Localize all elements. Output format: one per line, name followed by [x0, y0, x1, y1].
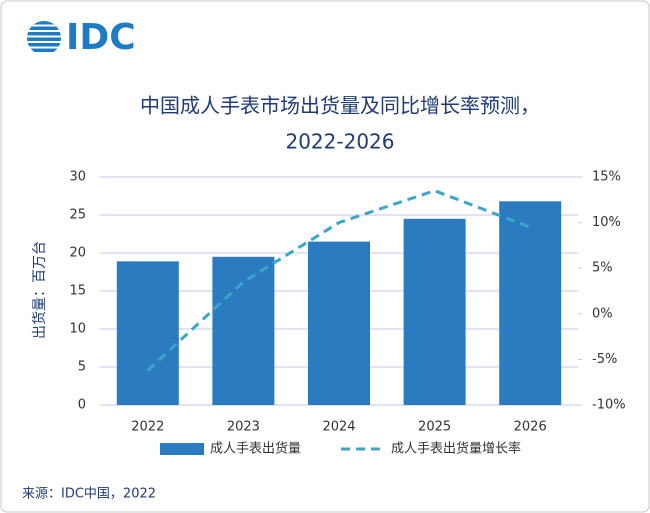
chart-title: 中国成人手表市场出货量及同比增长率预测， [140, 94, 540, 118]
y2-tick-label: -5% [592, 352, 617, 367]
y2-tick-label: 0% [592, 306, 613, 321]
bar [308, 241, 370, 405]
line [146, 189, 531, 372]
x-tick-label: 2022 [131, 420, 164, 435]
logo-icon [27, 21, 61, 52]
y2-tick-label: 10% [592, 215, 621, 230]
x-tick-label: 2024 [322, 420, 355, 435]
legend-label: 成人手表出货量 [210, 441, 301, 457]
x-tick-label: 2026 [514, 420, 547, 435]
bar [403, 218, 466, 405]
y-tick-label: 10 [69, 322, 86, 337]
x-tick-label: 2023 [227, 420, 260, 435]
bar [116, 261, 179, 405]
y-tick-label: 25 [69, 208, 86, 223]
legend-swatch [160, 443, 204, 455]
bar [212, 256, 275, 405]
y2-tick-label: -10% [592, 398, 626, 413]
x-tick-label: 2025 [418, 420, 451, 435]
y2-tick-label: 5% [592, 261, 613, 276]
chart-title: 2022-2026 [285, 130, 394, 154]
legend-label: 成人手表出货量增长率 [391, 441, 521, 457]
y-tick-label: 20 [69, 246, 86, 261]
y-tick-label: 15 [69, 284, 86, 299]
y-tick-label: 0 [78, 398, 86, 413]
source: 来源：IDC中国，2022 [22, 487, 156, 502]
logo-text: IDC [66, 17, 136, 58]
y-tick-label: 30 [69, 170, 86, 185]
y-tick-label: 5 [78, 360, 86, 375]
y-axis-label: 出货量：百万台 [31, 241, 48, 339]
y2-tick-label: 15% [592, 170, 621, 185]
bar [499, 201, 562, 405]
